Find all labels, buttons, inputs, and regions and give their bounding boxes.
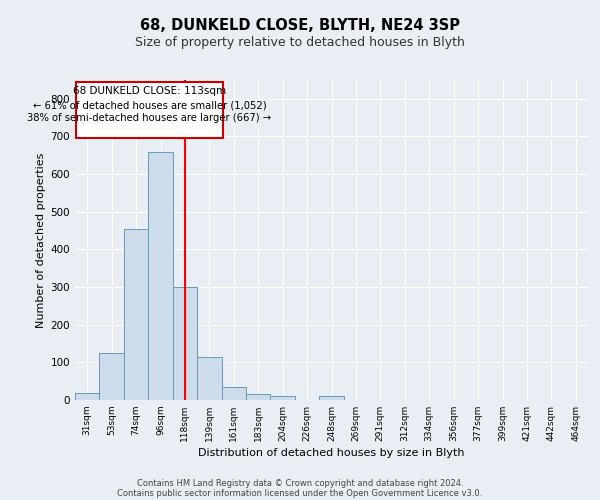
Text: Contains public sector information licensed under the Open Government Licence v3: Contains public sector information licen… — [118, 488, 482, 498]
Text: ← 61% of detached houses are smaller (1,052): ← 61% of detached houses are smaller (1,… — [32, 100, 266, 110]
Text: Contains HM Land Registry data © Crown copyright and database right 2024.: Contains HM Land Registry data © Crown c… — [137, 478, 463, 488]
Bar — [221, 387, 246, 400]
Bar — [271, 396, 295, 400]
Bar — [319, 396, 344, 400]
Text: 68, DUNKELD CLOSE, BLYTH, NE24 3SP: 68, DUNKELD CLOSE, BLYTH, NE24 3SP — [140, 18, 460, 32]
FancyBboxPatch shape — [76, 82, 223, 138]
Bar — [246, 394, 271, 400]
Bar — [100, 353, 124, 400]
Y-axis label: Number of detached properties: Number of detached properties — [37, 152, 46, 328]
Text: 68 DUNKELD CLOSE: 113sqm: 68 DUNKELD CLOSE: 113sqm — [73, 86, 226, 96]
Bar — [148, 152, 173, 400]
Text: Size of property relative to detached houses in Blyth: Size of property relative to detached ho… — [135, 36, 465, 49]
Text: 38% of semi-detached houses are larger (667) →: 38% of semi-detached houses are larger (… — [28, 114, 272, 124]
Bar — [197, 356, 221, 400]
X-axis label: Distribution of detached houses by size in Blyth: Distribution of detached houses by size … — [198, 448, 465, 458]
Bar — [75, 393, 100, 400]
Bar — [173, 287, 197, 400]
Bar — [124, 228, 148, 400]
